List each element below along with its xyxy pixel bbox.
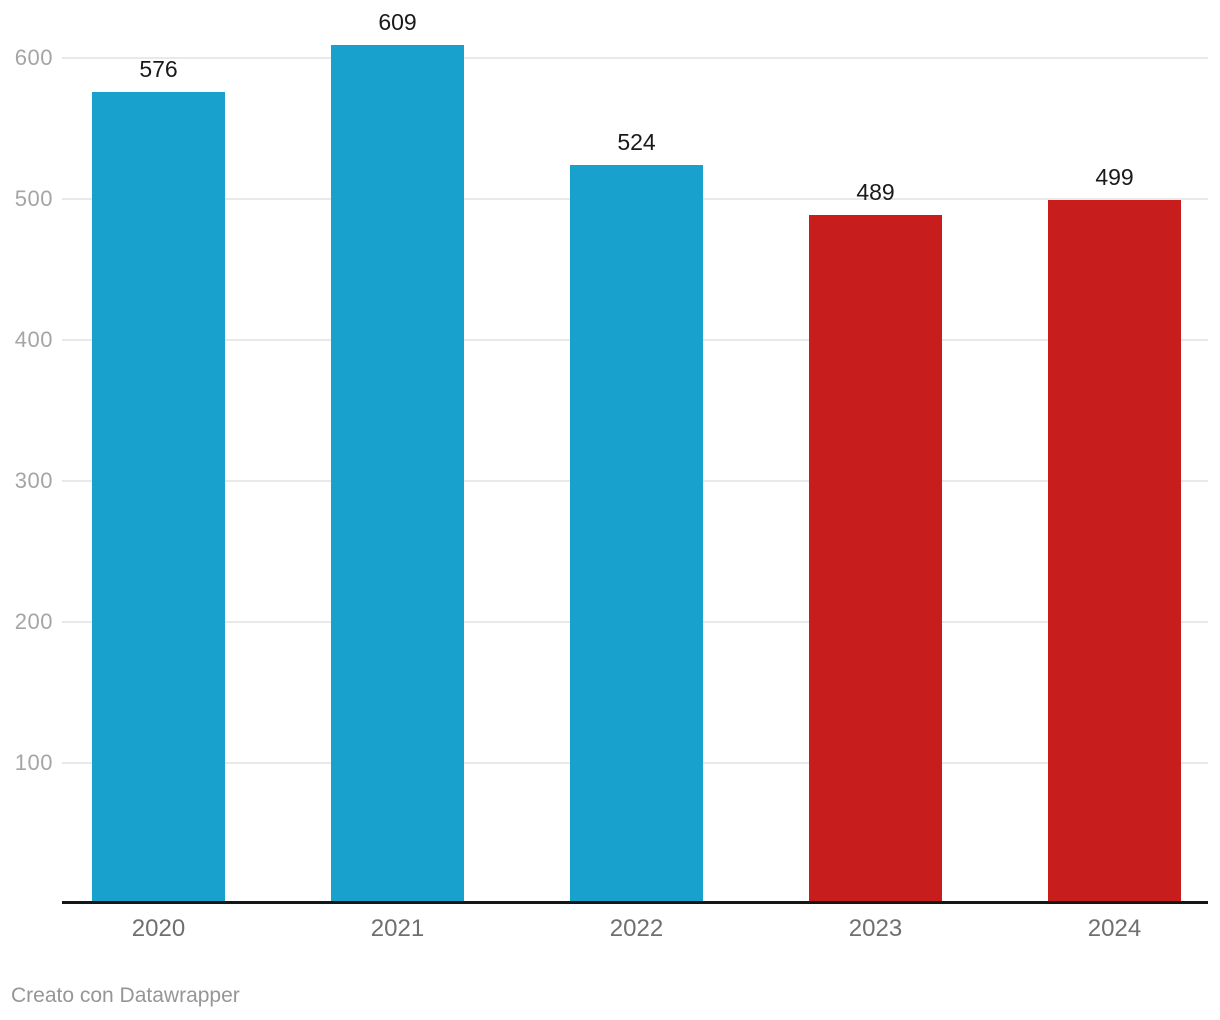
y-tick-label: 500 [14,186,53,211]
bar [92,91,225,904]
bar-value-label: 576 [139,55,178,82]
bar [1048,200,1181,904]
x-tick-label: 2020 [131,915,186,942]
x-tick-label: 2021 [370,915,425,942]
bar [570,165,703,904]
gridline [62,57,1208,59]
x-tick-label: 2023 [848,915,903,942]
bar [809,214,942,904]
y-tick-label: 100 [14,750,53,775]
bar-value-label: 609 [378,9,417,36]
datawrapper-credit-link[interactable]: Creato con Datawrapper [11,984,240,1007]
bar-value-label: 499 [1095,164,1134,191]
bar-value-label: 524 [617,129,656,156]
x-tick-label: 2024 [1087,915,1142,942]
y-tick-label: 300 [14,468,53,493]
bar [331,45,464,904]
y-tick-label: 200 [14,609,53,634]
y-tick-label: 400 [14,327,53,352]
x-axis-line [62,901,1208,904]
bar-value-label: 489 [856,178,895,205]
y-tick-label: 600 [14,45,53,70]
x-tick-label: 2022 [609,915,664,942]
